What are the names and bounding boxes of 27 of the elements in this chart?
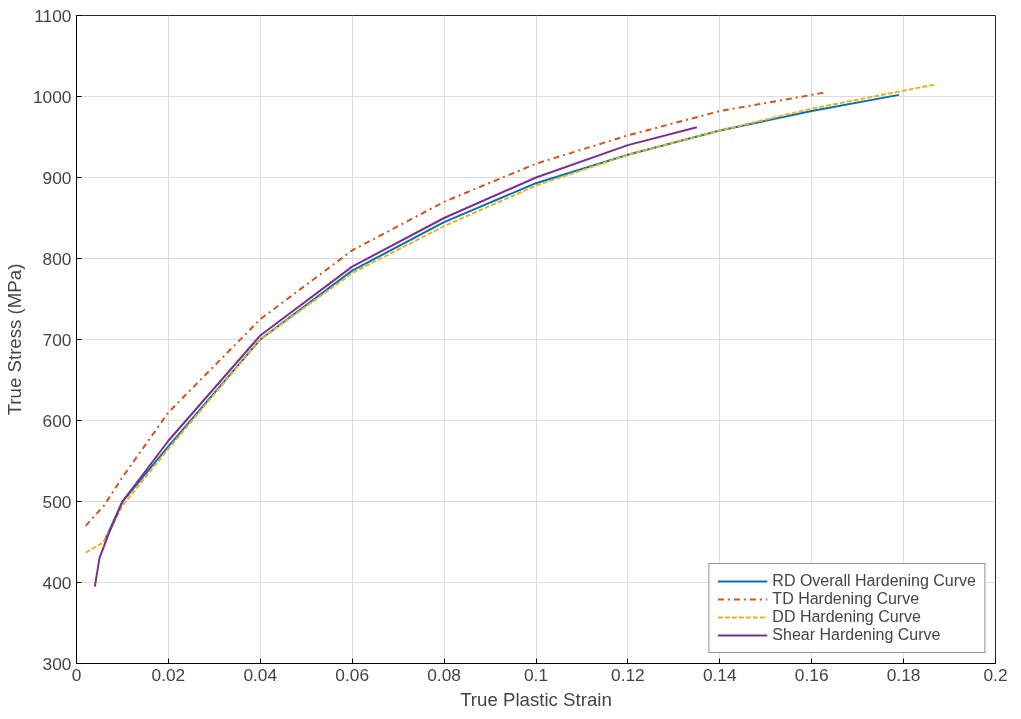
x-tick-label: 0.06 <box>335 664 370 685</box>
x-tick-label: 0.08 <box>427 664 461 685</box>
legend-label: Shear Hardening Curve <box>772 626 941 644</box>
legend-label: DD Hardening Curve <box>772 608 921 626</box>
y-tick-label: 800 <box>42 248 72 269</box>
x-tick-label: 0.02 <box>151 664 186 685</box>
x-tick-label: 0.1 <box>523 664 549 685</box>
line-series <box>93 126 698 588</box>
y-tick-label: 300 <box>42 653 72 674</box>
x-tick-label: 0.16 <box>794 664 829 685</box>
y-tick-label: 500 <box>42 491 72 512</box>
x-tick-label: 0.14 <box>702 664 738 685</box>
x-tick-label: 0.04 <box>243 664 278 685</box>
legend-label: RD Overall Hardening Curve <box>772 572 976 590</box>
y-tick-label: 1000 <box>32 86 72 107</box>
x-tick-label: 0.12 <box>611 664 645 685</box>
x-axis-title: True Plastic Strain <box>460 688 612 710</box>
y-tick-label: 600 <box>42 410 72 431</box>
x-tick-label: 0.2 <box>983 664 1008 685</box>
x-tick-label: 0 <box>71 664 82 685</box>
y-tick-label: 400 <box>42 572 72 593</box>
y-tick-label: 700 <box>42 329 72 350</box>
y-tick-label: 1100 <box>34 5 72 26</box>
y-axis-title: True Stress (MPa) <box>3 263 25 416</box>
y-tick-label: 900 <box>42 167 72 188</box>
x-tick-label: 0.18 <box>886 664 921 685</box>
legend-label: TD Hardening Curve <box>772 590 920 608</box>
